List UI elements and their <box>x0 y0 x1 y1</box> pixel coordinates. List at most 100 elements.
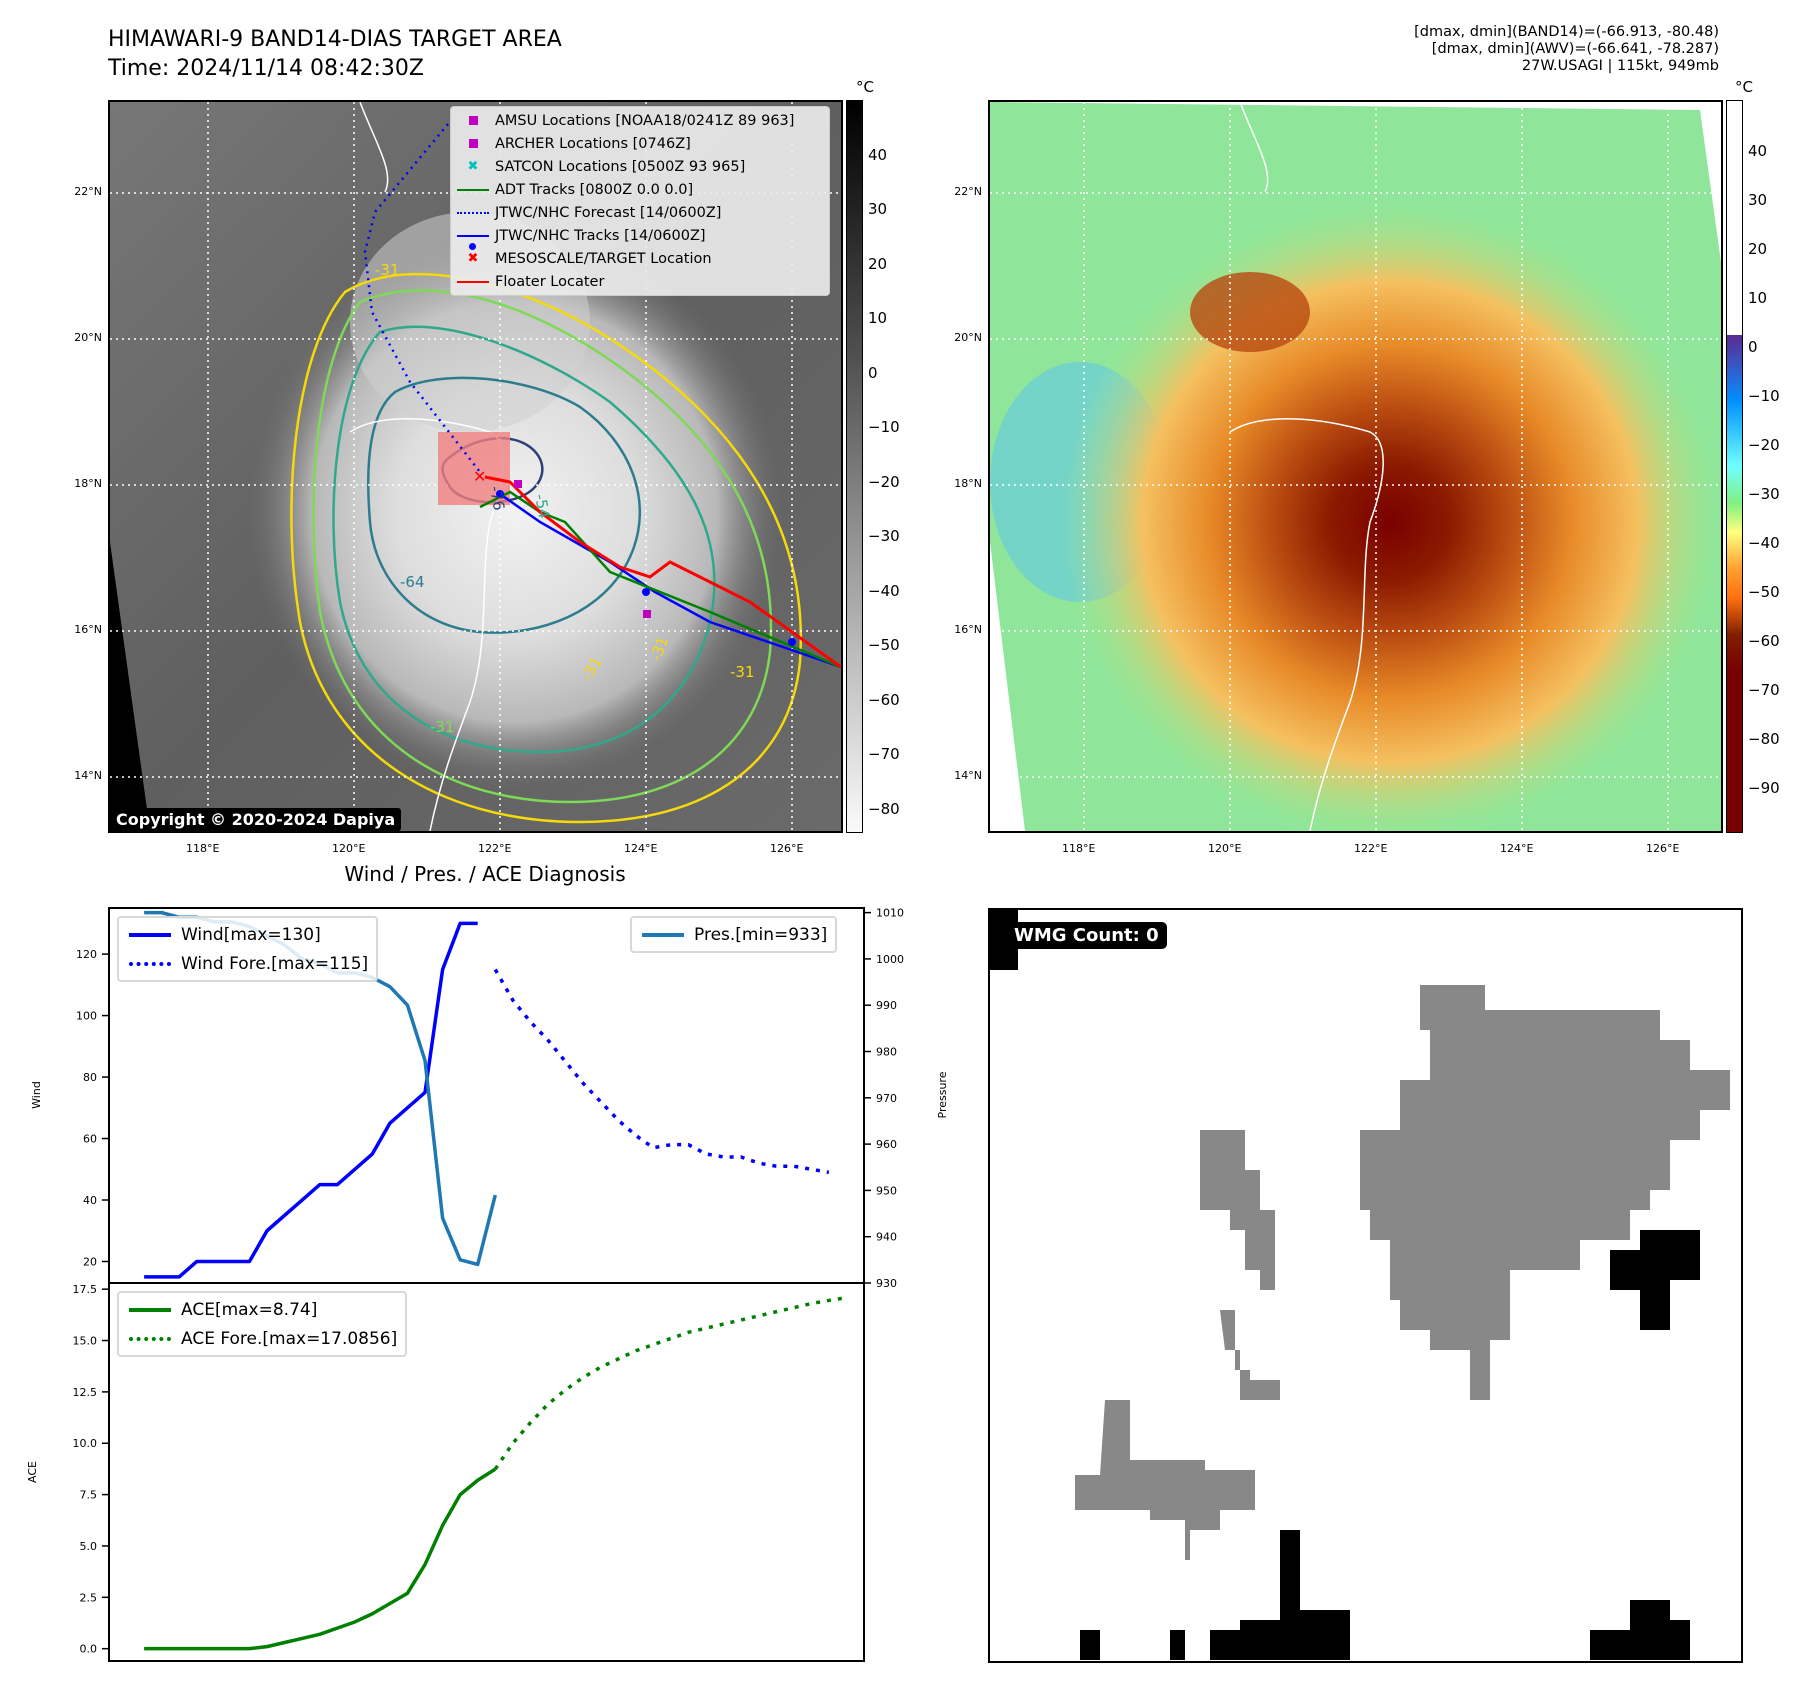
wind-ytick-label: 20 <box>83 1255 97 1268</box>
adt-track <box>479 490 841 669</box>
wmg-gray-region-small <box>1220 1310 1280 1400</box>
ace-ytick-label: 12.5 <box>73 1386 98 1399</box>
awv-colorbar-ticks: 40 30 20 10 0 −10 −20 −30 −40 −50 −60 −7… <box>1748 142 1780 797</box>
figure-time: Time: 2024/11/14 08:42:30Z <box>108 56 424 81</box>
ace-ytick-label: 10.0 <box>73 1437 98 1450</box>
wind-ytick-label: 60 <box>83 1133 97 1146</box>
legend-item-ace-forecast: ACE Fore.[max=17.0856] <box>119 1324 397 1353</box>
ace-ytick-label: 15.0 <box>73 1335 98 1348</box>
wmg-black-region-east <box>1610 1230 1700 1330</box>
pressure-ytick-label: 960 <box>876 1138 897 1151</box>
legend-item-pressure: Pres.[min=933] <box>632 920 827 949</box>
jtwc-track-point <box>788 638 796 646</box>
legend-item-wind: Wind[max=130] <box>119 920 368 949</box>
legend-item-wind-forecast: Wind Fore.[max=115] <box>119 949 368 978</box>
series-line-ace <box>144 1467 497 1651</box>
pressure-ytick-label: 1010 <box>876 907 904 920</box>
wind-axis-label: Wind <box>30 1081 43 1109</box>
wmg-black-region-sw2 <box>1170 1630 1185 1660</box>
contour-minus45 <box>312 289 773 804</box>
pressure-legend: Pres.[min=933] <box>630 916 838 953</box>
contour-label: -76 <box>486 485 508 512</box>
legend-item-archer: ARCHER Locations [0746Z] <box>451 132 829 155</box>
line-dot-icon <box>457 234 489 237</box>
pressure-ytick-label: 990 <box>876 999 897 1012</box>
pressure-ytick-label: 970 <box>876 1092 897 1105</box>
square-marker-icon <box>468 139 478 148</box>
wmg-black-region-southeast <box>1590 1600 1690 1660</box>
legend-item-floater: Floater Locater <box>451 270 829 293</box>
coastline-taiwan <box>359 102 389 193</box>
jtwc-track-point <box>642 588 650 596</box>
x-marker-icon: ✖ <box>467 251 479 266</box>
wmg-gray-region-main <box>1360 985 1730 1400</box>
target-location-marker: ✕ <box>473 467 486 486</box>
diagnosis-title: Wind / Pres. / ACE Diagnosis <box>344 862 626 886</box>
ir-colorbar-ticks: 40 30 20 10 0 −10 −20 −30 −40 −50 −60 −7… <box>868 146 900 818</box>
legend-item-adt: ADT Tracks [0800Z 0.0 0.0] <box>451 178 829 201</box>
storm-cold-tops <box>1060 202 1720 831</box>
series-line-wind <box>144 921 478 1279</box>
pressure-ytick-label: 980 <box>876 1046 897 1059</box>
contour-minus31 <box>290 272 803 824</box>
info-line-storm: 27W.USAGI | 115kt, 949mb <box>1521 58 1719 74</box>
awv-map-gridlines <box>990 102 1721 831</box>
ace-ytick-label: 0.0 <box>80 1643 98 1656</box>
wind-ytick-label: 120 <box>76 948 97 961</box>
figure-title: HIMAWARI-9 BAND14-DIAS TARGET AREA <box>108 27 562 52</box>
pressure-ytick-label: 940 <box>876 1231 897 1244</box>
contour-label: -31 <box>375 261 400 279</box>
legend-item-satcon: ✖ SATCON Locations [0500Z 93 965] <box>451 155 829 178</box>
pressure-axis-label: Pressure <box>936 1071 949 1118</box>
jtwc-track-point <box>496 490 504 498</box>
ace-ytick-label: 7.5 <box>80 1489 98 1502</box>
series-line-wind-forecast <box>493 968 830 1175</box>
jtwc-observed-track <box>499 492 841 669</box>
x-marker-icon: ✖ <box>467 159 479 174</box>
square-marker-icon <box>468 116 478 125</box>
coastline-taiwan <box>1239 102 1269 193</box>
solid-line-icon <box>457 188 489 191</box>
ace-ytick-label: 5.0 <box>80 1540 98 1553</box>
contour-label: -64 <box>400 573 425 591</box>
awv-map-panel <box>988 100 1723 833</box>
awv-colorbar <box>1726 100 1743 833</box>
map-legend: AMSU Locations [NOAA18/0241Z 89 963] ARC… <box>450 106 830 296</box>
ir-colorbar <box>846 100 863 833</box>
floater-locater-track <box>484 475 841 669</box>
coastline-luzon <box>1229 418 1384 831</box>
dotted-line-icon <box>129 961 171 966</box>
info-block: [dmax, dmin](BAND14)=(-66.913, -80.48) [… <box>1414 24 1719 75</box>
ace-plot-frame <box>108 1282 865 1662</box>
wmg-canvas <box>990 910 1730 1660</box>
ace-axis-label: ACE <box>26 1461 39 1483</box>
awv-colorbar-unit: °C <box>1735 78 1753 96</box>
solid-line-icon <box>642 932 684 937</box>
info-line-awv: [dmax, dmin](AWV)=(-66.641, -78.287) <box>1431 41 1719 57</box>
wmg-black-region-south <box>1210 1530 1350 1660</box>
legend-item-jtwc-tracks: JTWC/NHC Tracks [14/0600Z] <box>451 224 829 250</box>
ace-axes: 17.5 15.0 12.5 10.0 7.5 5.0 2.5 0.0 <box>73 1283 847 1656</box>
wind-ytick-label: 100 <box>76 1010 97 1023</box>
ir-map-lon-labels: 118°E 120°E 122°E 124°E 126°E <box>186 842 804 855</box>
wmg-black-region-sw <box>1080 1630 1100 1660</box>
wind-ytick-label: 80 <box>83 1071 97 1084</box>
legend-item-ace: ACE[max=8.74] <box>119 1295 397 1324</box>
pressure-ytick-label: 950 <box>876 1184 897 1197</box>
archer-marker <box>643 610 651 618</box>
legend-item-amsu: AMSU Locations [NOAA18/0241Z 89 963] <box>451 109 829 132</box>
awv-map-lat-labels: 22°N 20°N 18°N 16°N 14°N <box>954 185 982 782</box>
wind-legend: Wind[max=130] Wind Fore.[max=115] <box>117 916 379 982</box>
solid-line-icon <box>457 280 489 283</box>
amsu-marker <box>514 480 522 488</box>
wmg-count-badge: WMG Count: 0 <box>1006 922 1167 949</box>
legend-item-target: ✖ MESOSCALE/TARGET Location <box>451 247 829 270</box>
dotted-line-icon <box>457 211 489 214</box>
ace-ytick-label: 2.5 <box>80 1591 98 1604</box>
pressure-ytick-label: 930 <box>876 1277 897 1290</box>
pressure-ytick-label: 1000 <box>876 953 904 966</box>
wmg-gray-region-west <box>1200 1130 1275 1290</box>
cold-cloud-north <box>1190 272 1310 352</box>
solid-line-icon <box>129 1307 171 1312</box>
wind-ytick-label: 40 <box>83 1194 97 1207</box>
